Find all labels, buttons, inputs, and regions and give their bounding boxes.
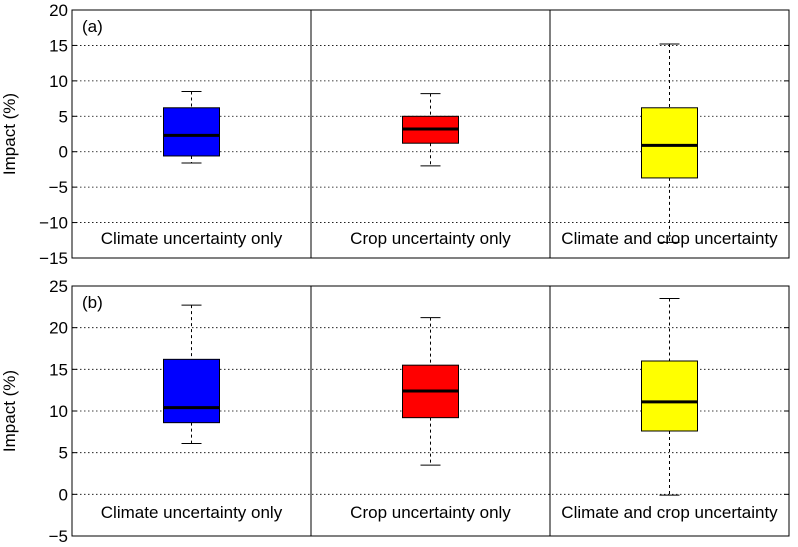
plot-frame	[71, 285, 790, 537]
y-tick-label: −5	[49, 527, 68, 546]
iqr-box	[163, 358, 220, 424]
y-tick-label: −5	[49, 178, 68, 197]
box-1	[163, 90, 220, 164]
y-axis-label: Impact (%)	[0, 370, 19, 452]
y-tick-label: 10	[49, 72, 68, 91]
box-3	[641, 298, 698, 496]
y-tick-label: 15	[49, 360, 68, 379]
category-label: Climate and crop uncertainty	[561, 229, 778, 248]
y-tick-label: 20	[49, 319, 68, 338]
iqr-box	[641, 360, 698, 432]
box-2	[402, 93, 459, 167]
y-tick-label: 25	[49, 277, 68, 296]
y-tick-label: 20	[49, 1, 68, 20]
box-2	[402, 317, 459, 466]
y-axis-label: Impact (%)	[0, 93, 19, 175]
box-1	[163, 304, 220, 444]
y-tick-label: 0	[59, 143, 68, 162]
category-label: Crop uncertainty only	[350, 503, 511, 522]
y-tick-label: 15	[49, 36, 68, 55]
y-tick-label: 5	[59, 444, 68, 463]
category-label: Crop uncertainty only	[350, 229, 511, 248]
y-tick-label: 0	[59, 485, 68, 504]
category-label: Climate and crop uncertainty	[561, 503, 778, 522]
category-label: Climate uncertainty only	[101, 503, 283, 522]
iqr-box	[641, 107, 698, 179]
category-label: Climate uncertainty only	[101, 229, 283, 248]
y-tick-label: −15	[39, 249, 68, 268]
y-tick-label: 5	[59, 107, 68, 126]
y-tick-label: 10	[49, 402, 68, 421]
y-tick-label: −10	[39, 214, 68, 233]
panel-a: −15 −10 −5 0 5 10 15 20 Climate uncertainty only…	[0, 1, 790, 268]
iqr-box	[163, 107, 220, 157]
panel-b: −5 0 5 10 15 20 25 Climate uncertainty only Crop…	[0, 277, 790, 546]
box-3	[641, 43, 698, 243]
panel-label: (a)	[82, 17, 103, 36]
plot-frame	[71, 9, 790, 259]
panel-label: (b)	[82, 293, 103, 312]
